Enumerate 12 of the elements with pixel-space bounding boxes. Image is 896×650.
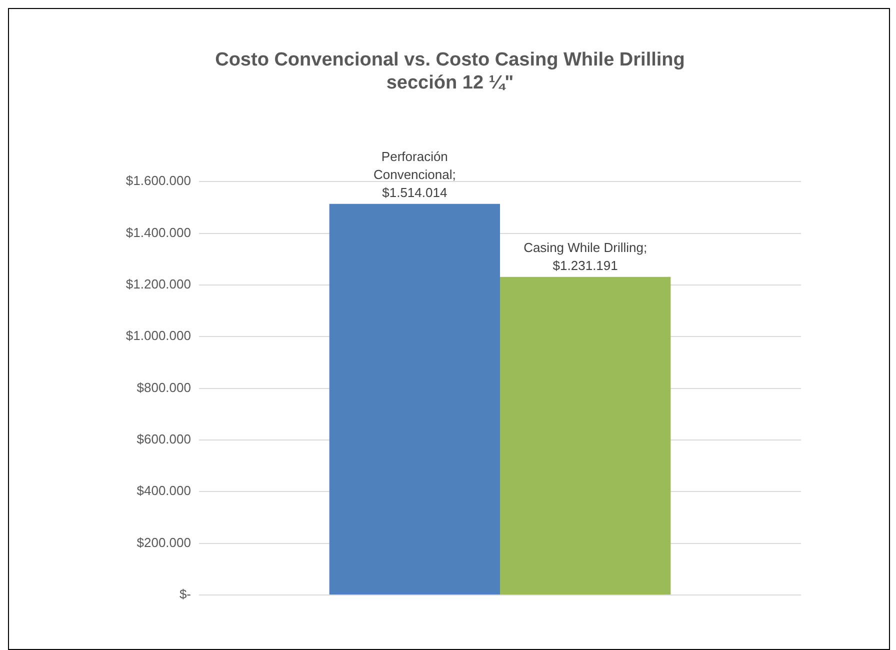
- y-tick-label: $-: [179, 586, 191, 602]
- y-tick-label: $1.200.000: [126, 276, 191, 292]
- y-tick-label: $400.000: [136, 483, 191, 498]
- y-tick-label: $200.000: [136, 534, 191, 550]
- y-tick-label: $1.600.000: [126, 173, 191, 188]
- data-label: Perforación Convencional; $1.514.014: [373, 148, 456, 200]
- y-tick-label: $600.000: [136, 432, 191, 447]
- y-tick-label: $800.000: [136, 380, 191, 395]
- data-label: Casing While Drilling; $1.231.191: [524, 240, 648, 273]
- chart-title: Costo Convencional vs. Costo Casing While Drilling sección 12 ¼": [215, 50, 685, 94]
- y-tick-label: $1.400.000: [126, 224, 191, 240]
- y-tick-label: $1.000.000: [126, 328, 191, 344]
